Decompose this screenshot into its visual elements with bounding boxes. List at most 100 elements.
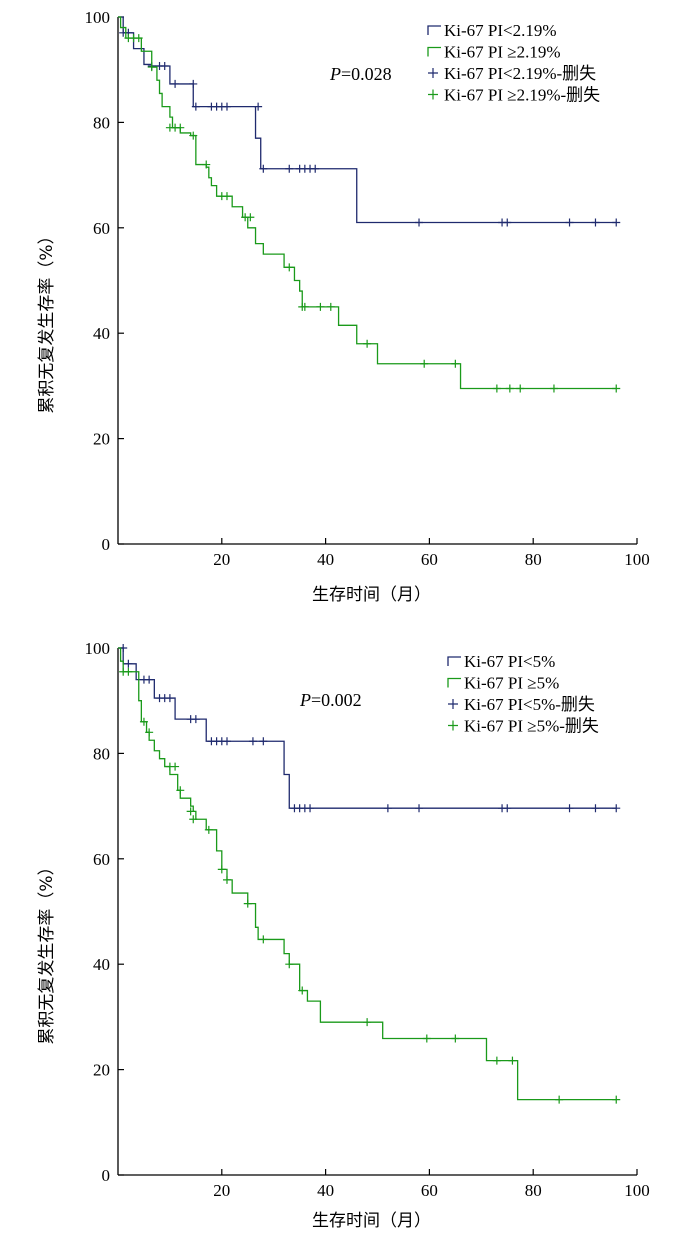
p-value-number: =0.002 [311,690,362,710]
legend-step-marker [427,46,441,57]
y-tick-label: 20 [93,1061,110,1080]
censor-mark [298,986,307,995]
legend-label: Ki-67 PI<2.19%-删失 [444,64,596,83]
censor-mark [134,34,143,43]
censor-mark [189,79,198,88]
y-tick-label: 20 [93,430,110,449]
censor-mark [222,192,231,201]
censor-mark [259,164,268,173]
x-tick-label: 40 [317,1181,334,1200]
p-value-symbol: P [329,64,341,84]
legend-step-marker [447,656,461,666]
x-axis-title: 生存时间（月） [312,1211,431,1231]
censor-mark [191,715,200,724]
censor-mark [165,694,174,703]
y-tick-label: 80 [93,113,110,132]
y-tick-label: 0 [102,1166,111,1185]
censor-mark [306,804,315,813]
p-value-number: =0.028 [341,64,392,84]
km-chart-2: 0 20 40 60 80 100 20 40 60 80 100 生存时间（月） 累积无复发生存率（%… [37,639,650,1231]
censor-mark [145,728,154,737]
censor-mark [591,804,600,813]
censor-mark [451,1034,460,1043]
legend-label: Ki-67 PI<5% [464,652,555,671]
censor-mark [300,302,309,311]
censor-mark [415,218,424,227]
legend-label: Ki-67 PI<5%-删失 [464,695,595,714]
censor-mark [422,1034,431,1043]
censor-mark [160,62,169,71]
censor-mark [363,1018,372,1027]
y-tick-label: 40 [93,955,110,974]
censor-mark [222,875,231,884]
censor-mark [248,737,257,746]
censor-mark [139,717,148,726]
y-axis-title: 累积无复发生存率（%） [37,227,57,413]
censor-mark [451,359,460,368]
censor-mark [311,164,320,173]
legend-step-marker [447,677,461,688]
p-value-symbol: P [299,690,311,710]
censor-mark [492,1056,501,1065]
censor-mark [555,1095,564,1104]
x-tick-label: 80 [525,1181,542,1200]
legend-censor-marker [428,68,438,78]
censor-mark [565,218,574,227]
y-tick-label: 60 [93,850,110,869]
x-axis-title: 生存时间（月） [312,585,431,605]
censor-mark [246,213,255,222]
legend-label: Ki-67 PI ≥5% [464,674,559,693]
censor-mark [591,218,600,227]
censor-mark [326,302,335,311]
x-tick-label: 60 [421,550,438,569]
censor-mark [612,804,621,813]
censor-mark [202,160,211,169]
censor-mark [316,302,325,311]
x-tick-label: 40 [317,550,334,569]
legend-label: Ki-67 PI<2.19% [444,21,557,40]
censor-mark [176,786,185,795]
censor-mark [147,63,156,72]
legend-label: Ki-67 PI ≥2.19%-删失 [444,86,600,105]
censor-mark [217,865,226,874]
censor-mark [383,804,392,813]
y-tick-label: 60 [93,219,110,238]
legend-censor-marker [448,720,458,731]
x-tick-label: 100 [624,1181,650,1200]
legend-censor-marker [428,89,438,100]
y-tick-label: 40 [93,324,110,343]
censor-mark [503,218,512,227]
y-tick-label: 100 [85,639,111,658]
censor-mark [363,339,372,348]
y-axis-title: 累积无复发生存率（%） [37,858,57,1044]
y-tick-label: 80 [93,744,110,763]
legend-step-marker [427,25,441,35]
x-tick-label: 80 [525,550,542,569]
censor-mark [516,384,525,393]
legend-label: Ki-67 PI ≥5%-删失 [464,717,599,736]
censor-mark [222,102,231,111]
legend-label: Ki-67 PI ≥2.19% [444,43,561,62]
censor-mark [189,815,198,824]
censor-mark [420,359,429,368]
censor-mark [191,102,200,111]
km-chart-1: 0 20 40 60 80 100 20 40 60 80 100 生存时间（月） 累积无复发生存率（%… [37,8,650,605]
p-value: P=0.028 [329,64,392,84]
p-value: P=0.002 [299,690,362,710]
x-tick-label: 20 [213,1181,230,1200]
censor-mark [124,659,133,668]
censor-mark [415,804,424,813]
legend-censor-marker [448,699,458,709]
x-tick-label: 60 [421,1181,438,1200]
censor-mark [612,1095,621,1104]
y-tick-label: 0 [102,535,111,554]
censor-mark [222,737,231,746]
censor-mark [259,737,268,746]
censor-mark [508,1056,517,1065]
x-tick-label: 100 [624,550,650,569]
censor-mark [176,123,185,132]
censor-mark [549,384,558,393]
censor-mark [124,667,133,676]
censor-mark [204,825,213,834]
